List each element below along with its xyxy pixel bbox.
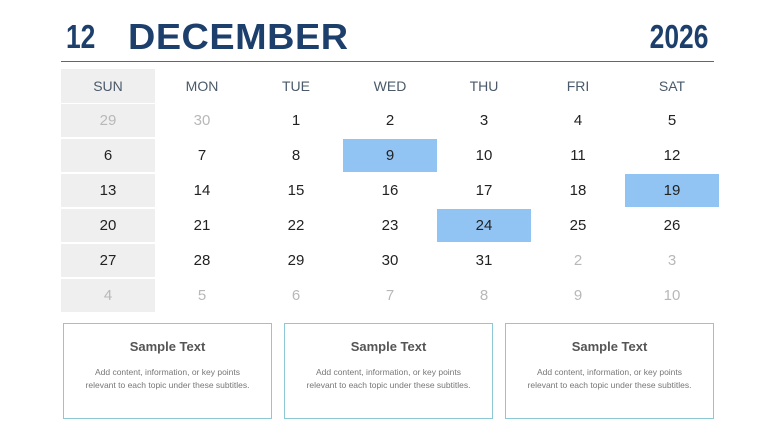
day-cell[interactable]: 30 [381,252,399,269]
day-cell[interactable]: 27 [61,244,155,277]
day-cell[interactable]: 15 [287,182,305,199]
info-box-title: Sample Text [350,339,427,354]
month-title: DECEMBER [128,16,349,57]
day-cell[interactable]: 26 [663,217,681,234]
week-row: 20 21 22 23 24 25 26 [61,209,719,244]
day-cell[interactable]: 17 [475,182,493,199]
day-cell[interactable]: 6 [291,287,301,304]
day-cell[interactable]: 8 [479,287,489,304]
day-cell[interactable]: 3 [667,252,677,269]
day-cell[interactable]: 10 [663,287,681,304]
month-number: 12 [66,18,96,55]
weekday-label: FRI [566,78,590,94]
day-cell[interactable]: 31 [475,252,493,269]
day-cell[interactable]: 7 [385,287,395,304]
weekday-label: TUE [282,78,310,94]
day-cell[interactable]: 13 [61,174,155,207]
day-cell[interactable]: 3 [479,112,489,129]
week-row: 4 5 6 7 8 9 10 [61,279,719,314]
day-cell-highlighted[interactable]: 24 [437,209,531,242]
info-box-title: Sample Text [571,339,648,354]
weekday-label: THU [469,78,499,94]
info-box-body: Add content, information, or key points … [527,367,692,390]
day-cell-highlighted[interactable]: 9 [343,139,437,172]
info-box-3: Sample Text Add content, information, or… [505,323,714,419]
day-cell[interactable]: 21 [193,217,211,234]
weekday-header: SUN MON TUE WED THU FRI SAT [61,69,719,104]
day-cell[interactable]: 28 [193,252,211,269]
day-cell[interactable]: 2 [573,252,583,269]
day-cell[interactable]: 29 [61,104,155,137]
day-cell[interactable]: 6 [61,139,155,172]
calendar-grid: SUN MON TUE WED THU FRI SAT 29 30 1 2 3 4 5 6 7 8 9 10 11 12… [61,69,719,314]
day-cell[interactable]: 2 [385,112,395,129]
day-cell[interactable]: 29 [287,252,305,269]
header-divider [61,61,714,62]
day-cell[interactable]: 4 [573,112,583,129]
day-cell[interactable]: 5 [667,112,677,129]
info-box-2: Sample Text Add content, information, or… [284,323,493,419]
day-cell[interactable]: 1 [291,112,301,129]
info-box-title: Sample Text [129,339,206,354]
day-cell[interactable]: 30 [193,112,211,129]
day-cell[interactable]: 23 [381,217,399,234]
day-cell[interactable]: 5 [197,287,207,304]
weekday-label: MON [185,78,219,94]
day-cell[interactable]: 18 [569,182,587,199]
day-cell[interactable]: 9 [573,287,583,304]
day-cell[interactable]: 12 [663,147,681,164]
year: 2026 [649,18,708,55]
day-cell[interactable]: 20 [61,209,155,242]
weekday-label: SAT [658,78,686,94]
day-cell[interactable]: 7 [197,147,207,164]
info-box-1: Sample Text Add content, information, or… [63,323,272,419]
week-row: 6 7 8 9 10 11 12 [61,139,719,174]
day-cell[interactable]: 14 [193,182,211,199]
info-box-body: Add content, information, or key points … [85,367,250,390]
week-row: 29 30 1 2 3 4 5 [61,104,719,139]
day-cell[interactable]: 4 [61,279,155,312]
weekday-label: WED [373,78,407,94]
day-cell[interactable]: 8 [291,147,301,164]
day-cell[interactable]: 25 [569,217,587,234]
weekday-label: SUN [61,69,155,103]
week-row: 13 14 15 16 17 18 19 [61,174,719,209]
day-cell[interactable]: 22 [287,217,305,234]
week-row: 27 28 29 30 31 2 3 [61,244,719,279]
info-box-body: Add content, information, or key points … [306,367,471,390]
day-cell[interactable]: 16 [381,182,399,199]
day-cell[interactable]: 11 [570,147,586,164]
day-cell-highlighted[interactable]: 19 [625,174,719,207]
day-cell[interactable]: 10 [475,147,493,164]
